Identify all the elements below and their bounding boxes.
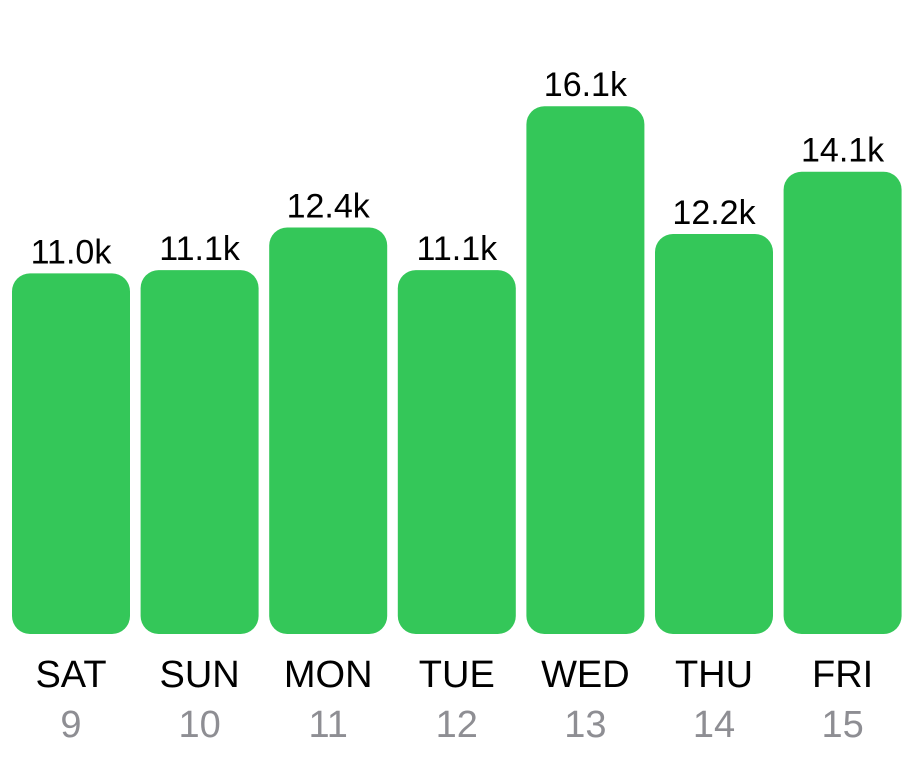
day-label-mon: MON bbox=[284, 654, 373, 696]
value-label-mon: 12.4k bbox=[287, 188, 371, 226]
day-label-fri: FRI bbox=[812, 654, 873, 696]
date-label-sat: 9 bbox=[60, 704, 81, 746]
value-label-thu: 12.2k bbox=[672, 194, 756, 232]
day-label-wed: WED bbox=[541, 654, 630, 696]
date-label-mon: 11 bbox=[308, 704, 347, 746]
date-label-fri: 15 bbox=[821, 704, 863, 746]
bars-group bbox=[12, 106, 902, 634]
bar-wed bbox=[526, 106, 645, 634]
bar-fri bbox=[783, 171, 902, 634]
bar-tue bbox=[397, 270, 516, 634]
bar-thu bbox=[655, 234, 773, 634]
bar-mon bbox=[269, 227, 388, 634]
value-label-tue: 11.1k bbox=[416, 230, 498, 268]
bar-sat bbox=[12, 273, 130, 634]
value-label-fri: 14.1k bbox=[801, 132, 885, 170]
value-label-sun: 11.1k bbox=[159, 230, 241, 268]
day-label-sat: SAT bbox=[35, 654, 106, 696]
day-label-thu: THU bbox=[675, 654, 753, 696]
day-labels-group: SAT SUN MON TUE WED THU FRI bbox=[35, 654, 873, 696]
date-label-wed: 13 bbox=[564, 704, 606, 746]
date-labels-group: 9 10 11 12 13 14 15 bbox=[60, 704, 863, 746]
value-label-sat: 11.0k bbox=[31, 233, 113, 271]
date-label-sun: 10 bbox=[178, 704, 220, 746]
bar-sun bbox=[140, 270, 259, 634]
value-label-wed: 16.1k bbox=[544, 66, 628, 104]
date-label-thu: 14 bbox=[693, 704, 735, 746]
value-labels-group: 11.0k 11.1k 12.4k 11.1k 16.1k 12.2k 14.1k bbox=[31, 66, 886, 271]
day-label-sun: SUN bbox=[159, 654, 239, 696]
date-label-tue: 12 bbox=[436, 704, 478, 746]
day-label-tue: TUE bbox=[419, 654, 495, 696]
